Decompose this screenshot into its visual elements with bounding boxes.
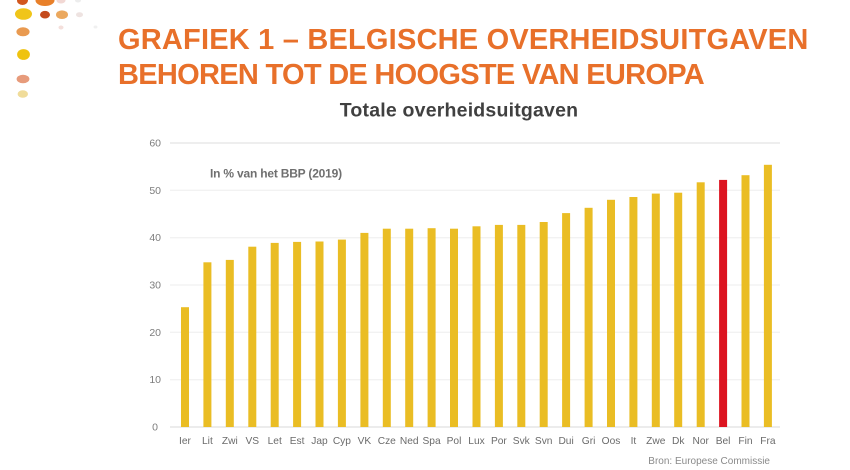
svg-text:Gri: Gri bbox=[582, 436, 596, 447]
svg-text:50: 50 bbox=[149, 185, 161, 197]
svg-text:VK: VK bbox=[358, 436, 372, 447]
svg-text:Dk: Dk bbox=[672, 436, 685, 447]
svg-text:Ned: Ned bbox=[400, 436, 419, 447]
svg-text:Cze: Cze bbox=[378, 436, 396, 447]
svg-text:30: 30 bbox=[149, 280, 161, 292]
svg-text:Let: Let bbox=[268, 436, 282, 447]
svg-text:Por: Por bbox=[491, 436, 507, 447]
svg-text:Spa: Spa bbox=[423, 436, 441, 447]
svg-text:In % van het BBP (2019): In % van het BBP (2019) bbox=[210, 167, 342, 181]
svg-text:Svk: Svk bbox=[513, 436, 531, 447]
svg-text:10: 10 bbox=[149, 374, 161, 386]
svg-text:Ier: Ier bbox=[179, 436, 191, 447]
svg-text:60: 60 bbox=[149, 138, 161, 150]
svg-text:0: 0 bbox=[152, 422, 158, 434]
svg-text:40: 40 bbox=[149, 232, 161, 244]
svg-text:Oos: Oos bbox=[602, 436, 621, 447]
svg-text:It: It bbox=[631, 436, 637, 447]
svg-text:Bel: Bel bbox=[716, 436, 731, 447]
svg-text:20: 20 bbox=[149, 327, 161, 339]
svg-text:Zwe: Zwe bbox=[646, 436, 666, 447]
svg-text:Bron: Europese Commissie: Bron: Europese Commissie bbox=[648, 456, 770, 467]
svg-text:Totale overheidsuitgaven: Totale overheidsuitgaven bbox=[340, 100, 579, 122]
svg-text:Svn: Svn bbox=[535, 436, 553, 447]
svg-text:Est: Est bbox=[290, 436, 305, 447]
svg-text:Fra: Fra bbox=[760, 436, 776, 447]
svg-text:VS: VS bbox=[246, 436, 260, 447]
svg-text:Nor: Nor bbox=[692, 436, 709, 447]
svg-text:Cyp: Cyp bbox=[333, 436, 351, 447]
svg-text:Jap: Jap bbox=[311, 436, 328, 447]
svg-text:Zwi: Zwi bbox=[222, 436, 238, 447]
svg-text:Lux: Lux bbox=[468, 436, 484, 447]
svg-text:Dui: Dui bbox=[558, 436, 573, 447]
svg-text:Fin: Fin bbox=[738, 436, 752, 447]
svg-text:Lit: Lit bbox=[202, 436, 213, 447]
svg-text:Pol: Pol bbox=[447, 436, 462, 447]
